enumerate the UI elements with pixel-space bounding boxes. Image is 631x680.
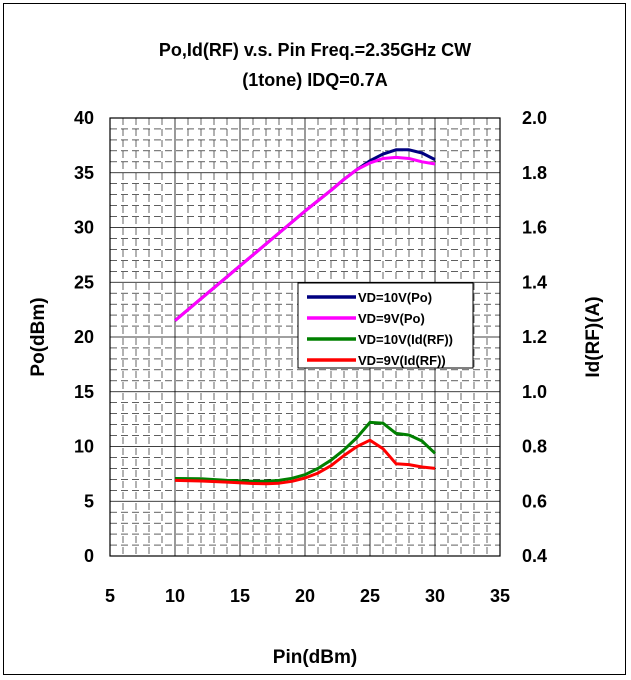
y-axis-right-label: Id(RF)(A)	[583, 296, 604, 377]
chart-subtitle: (1tone) IDQ=0.7A	[242, 70, 388, 90]
series-line	[174, 420, 437, 483]
y-left-tick-label: 25	[74, 272, 94, 292]
y-right-tick-label: 1.4	[522, 272, 547, 292]
y-right-tick-label: 0.8	[522, 437, 547, 457]
x-tick-label: 30	[425, 586, 445, 606]
y-right-tick-label: 1.0	[522, 382, 547, 402]
y-left-tick-label: 20	[74, 327, 94, 347]
plot-area	[109, 117, 501, 557]
x-tick-label: 5	[105, 586, 115, 606]
y-right-tick-label: 1.2	[522, 327, 547, 347]
y-right-tick-label: 1.6	[522, 218, 547, 238]
y-right-tick-label: 0.6	[522, 491, 547, 511]
x-axis-label: Pin(dBm)	[273, 647, 357, 668]
x-tick-label: 25	[360, 586, 380, 606]
series-line	[174, 155, 436, 322]
y-left-tick-label: 30	[74, 218, 94, 238]
x-tick-label: 35	[490, 586, 510, 606]
series-layer	[174, 148, 437, 486]
legend: VD=10V(Po) VD=9V(Po) VD=10V(Id(RF)) VD=9V(I…	[297, 282, 474, 369]
chart-title: Po,Id(RF) v.s. Pin Freq.=2.35GHz CW	[159, 40, 471, 60]
legend-label: VD=10V(Po)	[358, 290, 432, 305]
legend-label: VD=9V(Po)	[358, 311, 425, 326]
y-right-tick-label: 1.8	[522, 163, 547, 183]
tick-labels: 5 10 15 20 25 30 3505101520253035400.40.60.81.…	[74, 108, 547, 606]
x-tick-label: 10	[165, 586, 185, 606]
y-left-tick-label: 10	[74, 437, 94, 457]
y-left-tick-label: 5	[84, 491, 94, 511]
y-right-tick-label: 0.4	[522, 546, 547, 566]
x-tick-label: 15	[230, 586, 250, 606]
y-left-tick-label: 0	[84, 546, 94, 566]
y-axis-left-label: Po(dBm)	[28, 297, 49, 376]
y-left-tick-label: 15	[74, 382, 94, 402]
legend-label: VD=9V(Id(RF))	[358, 353, 446, 368]
y-left-tick-label: 35	[74, 163, 94, 183]
x-tick-label: 20	[295, 586, 315, 606]
legend-label: VD=10V(Id(RF))	[358, 332, 453, 347]
y-right-tick-label: 2.0	[522, 108, 547, 128]
y-left-tick-label: 40	[74, 108, 94, 128]
series-line	[174, 438, 436, 486]
